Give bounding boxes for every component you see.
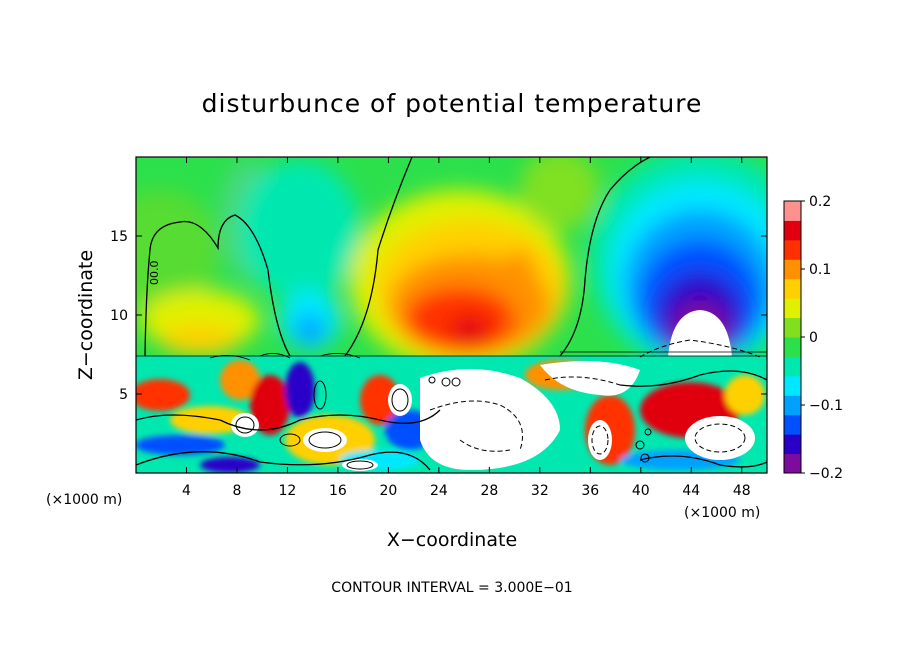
x-axis-label: X−coordinate (387, 529, 517, 551)
x-tick-label: 20 (379, 483, 397, 499)
x-tick-label: 8 (232, 483, 241, 499)
colorbar-tick-label: 0.2 (809, 194, 831, 210)
colorbar-swatch (784, 453, 801, 474)
colorbar-tick-label: 0 (809, 330, 818, 346)
colorbar-tick-label: 0.1 (809, 262, 831, 278)
colorbar-swatch (784, 414, 801, 435)
colorbar-swatch (784, 259, 801, 280)
chart-title: disturbunce of potential temperature (202, 89, 703, 118)
x-tick-label: 24 (430, 483, 448, 499)
y-tick-label: 15 (110, 229, 128, 245)
colorbar-swatch (784, 395, 801, 416)
colorbar-swatch (784, 356, 801, 377)
colorbar-swatch (784, 337, 801, 357)
colorbar-swatch (784, 201, 801, 221)
x-axis: 4 8 12 16 20 24 28 32 36 40 44 48 (182, 157, 751, 499)
colorbar-swatch (784, 298, 801, 319)
colorbar-swatch (784, 239, 801, 260)
colorbar (784, 201, 801, 474)
y-tick-label: 10 (110, 308, 128, 324)
colorbar-swatch (784, 434, 801, 455)
field-plot: 00.0 (136, 157, 767, 473)
x-tick-label: 16 (329, 483, 347, 499)
x-tick-label: 48 (733, 483, 751, 499)
y-tick-label: 5 (119, 387, 128, 403)
x-tick-label: 28 (480, 483, 498, 499)
contour-interval-note: CONTOUR INTERVAL = 3.000E−01 (331, 580, 572, 596)
x-tick-label: 44 (682, 483, 700, 499)
colorbar-swatch (784, 278, 801, 299)
x-tick-label: 40 (632, 483, 650, 499)
colorbar-ticks: 0.2 0.1 0 −0.1 −0.2 (801, 194, 843, 482)
colorbar-tick-label: −0.1 (809, 398, 843, 414)
y-axis: 5 10 15 (110, 229, 767, 403)
x-unit-label-right: (×1000 m) (684, 505, 760, 521)
colorbar-tick-label: −0.2 (809, 466, 843, 482)
x-tick-label: 36 (581, 483, 599, 499)
y-axis-label: Z−coordinate (75, 250, 97, 380)
colorbar-swatch (784, 317, 801, 338)
x-tick-label: 4 (182, 483, 191, 499)
x-unit-label: (×1000 m) (46, 492, 122, 508)
colorbar-swatch (784, 220, 801, 241)
x-tick-label: 32 (531, 483, 549, 499)
colorbar-swatch (784, 375, 801, 396)
x-tick-label: 12 (279, 483, 297, 499)
contour-label: 00.0 (148, 261, 161, 286)
